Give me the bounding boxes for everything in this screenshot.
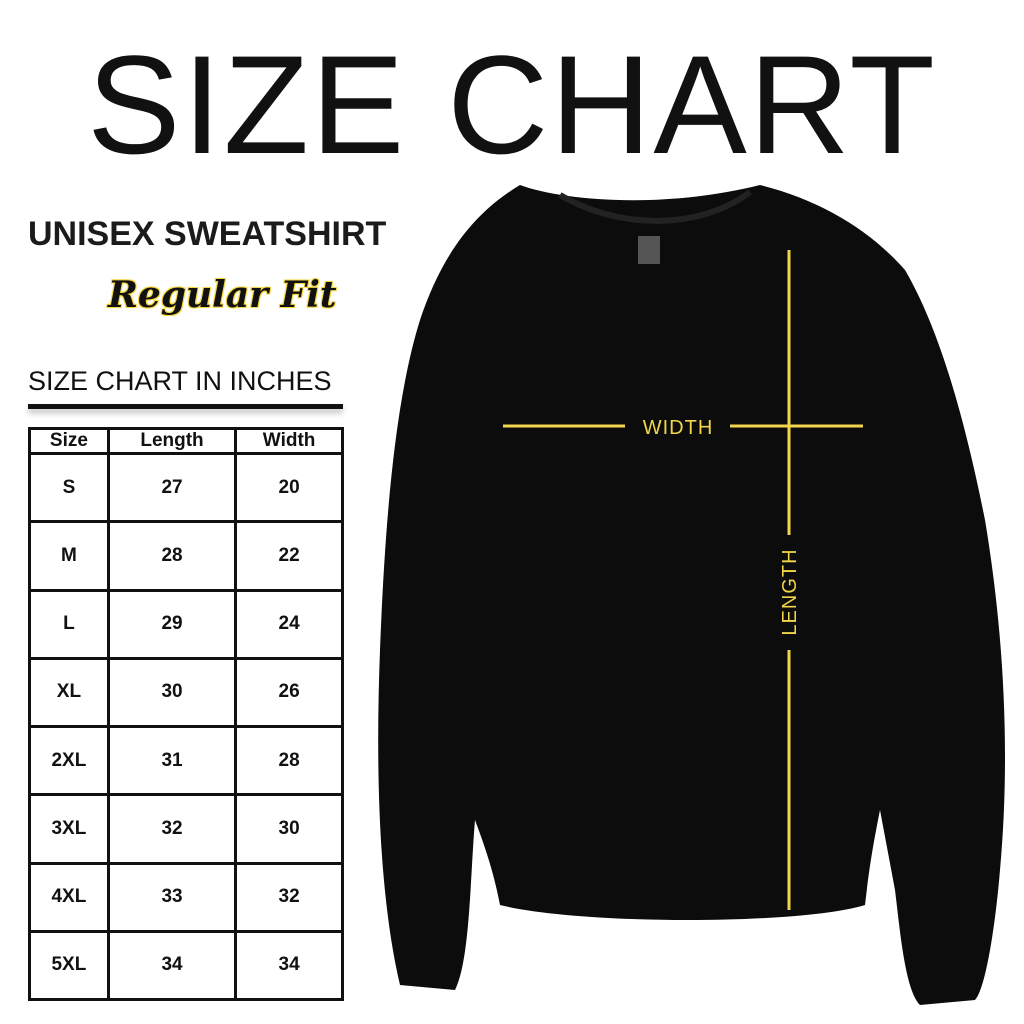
table-cell: 34 xyxy=(234,929,344,1002)
table-row: M 28 22 xyxy=(28,520,344,592)
table-cell: 29 xyxy=(106,588,238,660)
sweatshirt-image: WIDTH LENGTH xyxy=(378,185,1005,1005)
table-cell: 24 xyxy=(234,588,344,660)
column-header: Width xyxy=(234,427,344,455)
table-cell: 27 xyxy=(106,451,238,524)
column-header: Size xyxy=(28,427,110,455)
table-cell: 3XL xyxy=(28,793,110,865)
table-cell: 5XL xyxy=(28,929,110,1002)
table-cell: L xyxy=(28,588,110,660)
table-row: XL 30 26 xyxy=(28,656,344,729)
table-cell: 30 xyxy=(106,656,238,729)
table-cell: 22 xyxy=(234,520,344,592)
table-row: 3XL 32 30 xyxy=(28,793,344,865)
product-name: UNISEX SWEATSHIRT xyxy=(28,215,387,253)
width-label: WIDTH xyxy=(643,417,714,439)
neck-tag xyxy=(638,236,660,264)
table-row: S 27 20 xyxy=(28,451,344,524)
table-cell: 32 xyxy=(234,861,344,933)
table-title: SIZE CHART IN INCHES xyxy=(28,366,332,396)
collar xyxy=(558,189,752,224)
table-cell: 26 xyxy=(234,656,344,729)
table-row: 5XL 34 34 xyxy=(28,929,344,1002)
table-cell: M xyxy=(28,520,110,592)
table-cell: 28 xyxy=(234,724,344,797)
size-table: Size Length Width S 27 20 M 28 22 L 29 24 XL 30 26 2XL… xyxy=(28,427,344,1002)
table-cell: S xyxy=(28,451,110,524)
table-header-row: Size Length Width xyxy=(28,427,344,455)
table-row: L 29 24 xyxy=(28,588,344,660)
table-cell: 34 xyxy=(106,929,238,1002)
title-underline xyxy=(28,404,343,409)
table-row: 4XL 33 32 xyxy=(28,861,344,933)
table-cell: 4XL xyxy=(28,861,110,933)
page-title: SIZE CHART xyxy=(87,26,937,183)
table-cell: 2XL xyxy=(28,724,110,797)
column-header: Length xyxy=(106,427,238,455)
fit-label: Regular Fit xyxy=(108,274,337,316)
table-cell: XL xyxy=(28,656,110,729)
table-cell: 33 xyxy=(106,861,238,933)
table-cell: 30 xyxy=(234,793,344,865)
table-cell: 28 xyxy=(106,520,238,592)
table-cell: 31 xyxy=(106,724,238,797)
length-label: LENGTH xyxy=(779,548,801,635)
table-cell: 20 xyxy=(234,451,344,524)
sweatshirt-body xyxy=(378,185,1005,1005)
table-row: 2XL 31 28 xyxy=(28,724,344,797)
table-cell: 32 xyxy=(106,793,238,865)
